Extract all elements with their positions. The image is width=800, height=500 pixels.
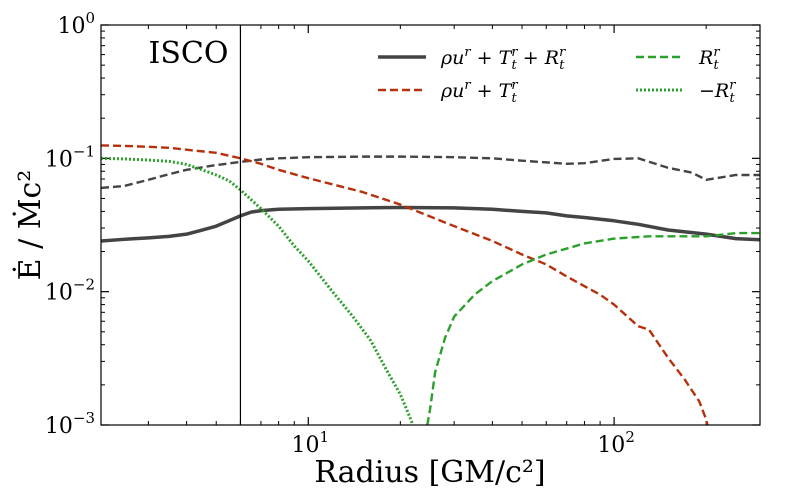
series-group — [101, 144, 760, 425]
legend-label: Rr t — [698, 45, 720, 73]
series-line-1 — [101, 155, 760, 190]
y-tick-label: 10−2 — [45, 276, 95, 306]
plot-background — [101, 25, 760, 425]
legend: ρur + Tr t + Rr t ρur + Tr t Rr t −Rr t — [378, 45, 736, 106]
legend-label: ρur + Tr t — [440, 78, 518, 106]
legend-label: ρur + Tr t + Rr t — [440, 45, 566, 73]
x-tick-label: 102 — [597, 428, 635, 458]
series-line-4 — [101, 156, 415, 425]
series-line-0 — [101, 205, 760, 243]
legend-label: −Rr t — [699, 78, 736, 106]
x-tick-label: 101 — [292, 428, 330, 458]
y-axis-title: Ė / Ṁc² — [12, 170, 48, 281]
isco-label: ISCO — [148, 36, 228, 71]
tick-marks — [101, 24, 760, 426]
y-tick-label: 100 — [57, 9, 95, 39]
tick-labels: 101 102 10−3 10−2 10−1 100 — [45, 9, 635, 458]
y-tick-label: 10−1 — [45, 142, 95, 172]
y-tick-label: 10−3 — [45, 409, 95, 439]
plot-frame — [100, 24, 761, 426]
series-line-3 — [426, 231, 760, 425]
x-axis-title: Radius [GM/c²] — [314, 455, 545, 490]
